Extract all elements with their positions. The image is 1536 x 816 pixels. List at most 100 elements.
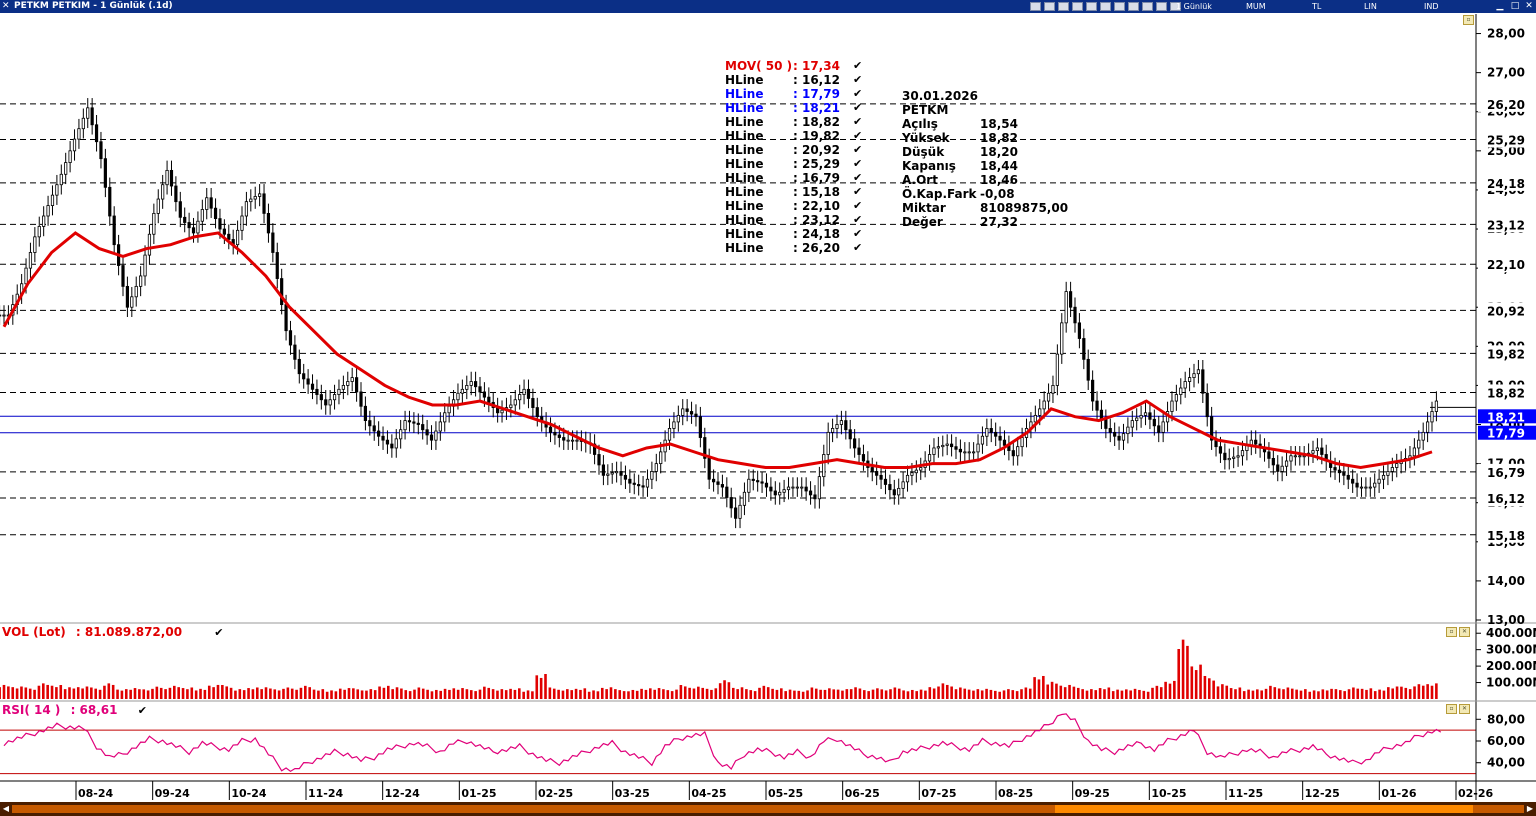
- candle-body: [381, 435, 385, 441]
- scale-dropdown[interactable]: LIN: [1364, 2, 1377, 11]
- legend-name: HLine: [725, 143, 764, 157]
- volume-bar: [50, 685, 54, 699]
- legend-check-icon[interactable]: ✔: [853, 101, 863, 114]
- volume-bar: [487, 687, 491, 699]
- candle-body: [945, 443, 949, 446]
- volume-bar: [286, 687, 290, 699]
- volume-bar: [469, 690, 473, 699]
- legend-check-icon[interactable]: ✔: [853, 213, 863, 226]
- candle-body: [875, 471, 879, 476]
- candle-body: [857, 447, 861, 455]
- pane-close-icon[interactable]: ✕: [1459, 704, 1470, 714]
- legend-check-icon[interactable]: ✔: [853, 115, 863, 128]
- volume-bar: [421, 688, 425, 699]
- candle-body: [438, 421, 442, 432]
- candle-body: [1355, 482, 1359, 488]
- legend-check-icon[interactable]: ✔: [853, 87, 863, 100]
- volume-bar: [199, 688, 202, 699]
- volume-bar: [579, 689, 582, 699]
- volume-bar: [181, 688, 185, 699]
- color-icon[interactable]: [1058, 2, 1069, 11]
- zoom-icon[interactable]: [1030, 2, 1041, 11]
- hline-label-bg: [1478, 174, 1536, 191]
- candle-body: [205, 197, 209, 210]
- x-tick-label: 08-24: [78, 787, 114, 800]
- tools-icon[interactable]: [1170, 2, 1181, 11]
- chart-type-dropdown[interactable]: MUM: [1246, 2, 1266, 11]
- legend-check-icon[interactable]: ✔: [853, 157, 863, 170]
- currency-dropdown[interactable]: TL: [1312, 2, 1322, 11]
- legend-check-icon[interactable]: ✔: [853, 73, 863, 86]
- legend-check-icon[interactable]: ✔: [853, 185, 863, 198]
- candle-body: [125, 285, 130, 308]
- grid-icon[interactable]: [1086, 2, 1097, 11]
- volume-bar: [369, 689, 373, 699]
- legend-check-icon[interactable]: ✔: [853, 199, 863, 212]
- candle-body: [773, 490, 777, 496]
- settings-icon[interactable]: [1100, 2, 1111, 11]
- scroll-track[interactable]: [12, 805, 1524, 813]
- indicator-dropdown[interactable]: IND: [1424, 2, 1439, 11]
- volume-bar: [238, 689, 242, 699]
- pane-settings-icon[interactable]: ▫: [1463, 15, 1474, 25]
- rsi-value: : 68,61: [70, 703, 118, 717]
- candle-body: [271, 232, 275, 253]
- volume-bar: [417, 687, 421, 699]
- text-icon[interactable]: [1072, 2, 1083, 11]
- check-icon[interactable]: [1156, 2, 1167, 11]
- volume-bar: [1290, 688, 1294, 699]
- legend-check-icon[interactable]: ✔: [853, 171, 863, 184]
- volume-bar: [1173, 680, 1176, 699]
- legend-check-icon[interactable]: ✔: [853, 129, 863, 142]
- legend-check-icon[interactable]: ✔: [853, 143, 863, 156]
- legend-check-icon[interactable]: ✔: [853, 59, 863, 72]
- volume-bar: [269, 688, 272, 699]
- scroll-right-icon[interactable]: ▶: [1526, 804, 1534, 813]
- legend-name: HLine: [725, 101, 764, 115]
- pane-settings-icon[interactable]: ▫: [1446, 704, 1457, 714]
- volume-check-icon[interactable]: ✔: [214, 626, 224, 639]
- vol-y-tick-label: 300.00M: [1486, 643, 1536, 657]
- volume-bar: [1033, 677, 1036, 699]
- horizontal-scrollbar[interactable]: ◀ ▶: [0, 802, 1536, 816]
- pane-close-icon[interactable]: ✕: [1459, 627, 1470, 637]
- maximize-icon[interactable]: □: [1510, 1, 1520, 11]
- close-window-icon[interactable]: ✕: [1525, 1, 1533, 11]
- legend-check-icon[interactable]: ✔: [853, 241, 863, 254]
- candle-body: [804, 486, 808, 492]
- scroll-thumb[interactable]: [1055, 805, 1473, 813]
- hline-label: 18,82: [1487, 386, 1525, 400]
- rsi-check-icon[interactable]: ✔: [137, 704, 147, 717]
- volume-bar: [461, 688, 464, 699]
- info-key: A.Ort: [902, 173, 938, 187]
- draw-icon[interactable]: [1044, 2, 1055, 11]
- candle-body: [1011, 450, 1015, 457]
- style-icon[interactable]: [1114, 2, 1125, 11]
- candle-body: [1152, 418, 1156, 427]
- volume-pane: [0, 639, 1438, 699]
- candle-body: [1148, 412, 1152, 420]
- volume-bar: [941, 683, 945, 699]
- candle-body: [1373, 482, 1377, 488]
- x-tick-label: 12-24: [385, 787, 421, 800]
- candle-body: [121, 265, 125, 287]
- save-icon[interactable]: [1128, 2, 1139, 11]
- candle-body: [218, 218, 222, 230]
- candle-body: [769, 486, 773, 492]
- volume-bar: [1194, 670, 1198, 699]
- period-dropdown[interactable]: 1 Günlük: [1176, 2, 1212, 11]
- candle-body: [42, 215, 46, 227]
- candle-body: [94, 124, 99, 143]
- volume-bar: [317, 690, 320, 699]
- pane-settings-icon[interactable]: ▫: [1446, 627, 1457, 637]
- candle-body: [526, 388, 531, 399]
- print-icon[interactable]: [1142, 2, 1153, 11]
- minimize-icon[interactable]: ▁: [1496, 1, 1504, 11]
- scroll-left-icon[interactable]: ◀: [2, 804, 10, 813]
- candle-body: [1174, 394, 1178, 402]
- candle-body: [227, 233, 231, 240]
- close-icon[interactable]: ✕: [2, 1, 10, 11]
- legend-check-icon[interactable]: ✔: [853, 227, 863, 240]
- volume-bar: [343, 689, 346, 699]
